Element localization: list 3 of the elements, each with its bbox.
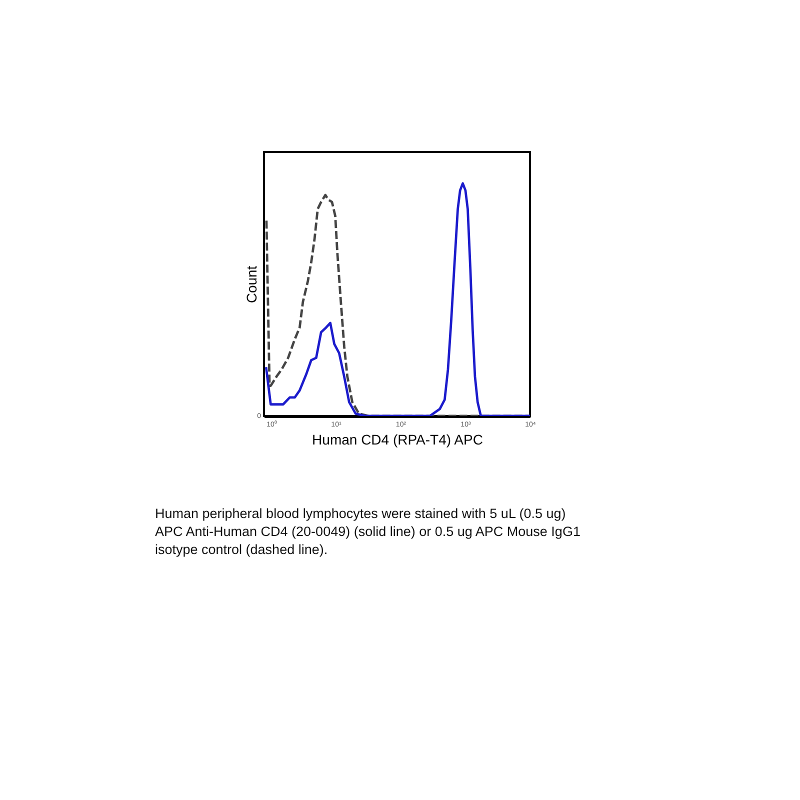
y-axis-title: Count: [244, 266, 260, 304]
text: Human peripheral blood lymphocytes were stained with 5 uL (0.5 ug) APC Anti-Human CD4 (20-0049) (solid line) or 0.5 ug APC Mouse IgG1 isotype control (dashed line).: [155, 506, 580, 557]
x-axis-title: Human CD4 (RPA-T4) APC: [312, 432, 483, 448]
